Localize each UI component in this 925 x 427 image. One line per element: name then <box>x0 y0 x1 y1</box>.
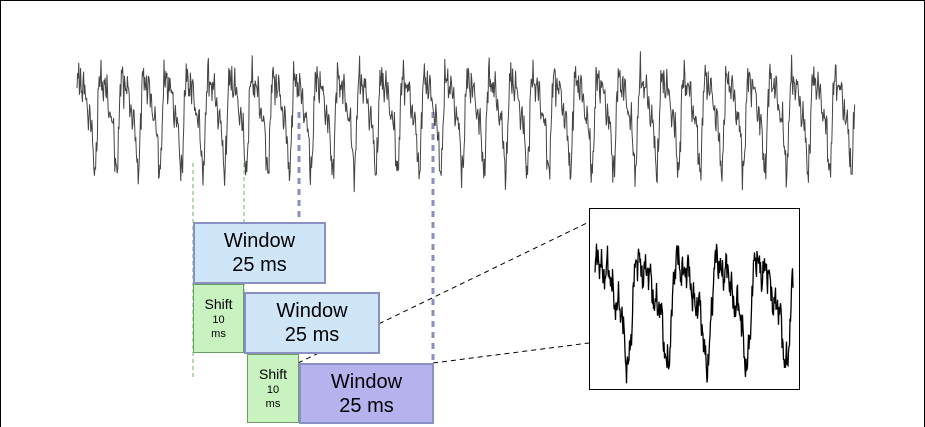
window-2-duration: 25 ms <box>284 324 340 346</box>
shift-box-1: Shift 10 ms <box>193 284 244 353</box>
shift-2-label: Shift <box>258 366 287 382</box>
window-2-label: Window <box>276 300 348 322</box>
window-1-duration: 25 ms <box>232 254 287 276</box>
zoomed-window-panel <box>589 208 800 390</box>
frame-top-border <box>0 0 925 1</box>
shift-1-unit: ms <box>211 328 226 340</box>
shift-box-2: Shift 10 ms <box>247 354 299 423</box>
shift-1-label: Shift <box>204 296 233 312</box>
window-box-2: Window 25 ms <box>244 292 380 354</box>
window-1-label: Window <box>223 230 296 252</box>
window-box-1: Window 25 ms <box>193 222 326 284</box>
shift-1-value: 10 <box>212 314 225 326</box>
window-3-duration: 25 ms <box>339 394 394 417</box>
window-3-label: Window <box>330 370 403 393</box>
shift-2-unit: ms <box>265 398 281 410</box>
frame-left-border <box>0 0 1 427</box>
window-box-3: Window 25 ms <box>299 363 434 424</box>
zoomed-waveform-trace <box>594 243 794 384</box>
zoomed-waveform <box>594 243 794 384</box>
waveform-trace <box>76 51 856 193</box>
shift-2-value: 10 <box>266 384 280 396</box>
